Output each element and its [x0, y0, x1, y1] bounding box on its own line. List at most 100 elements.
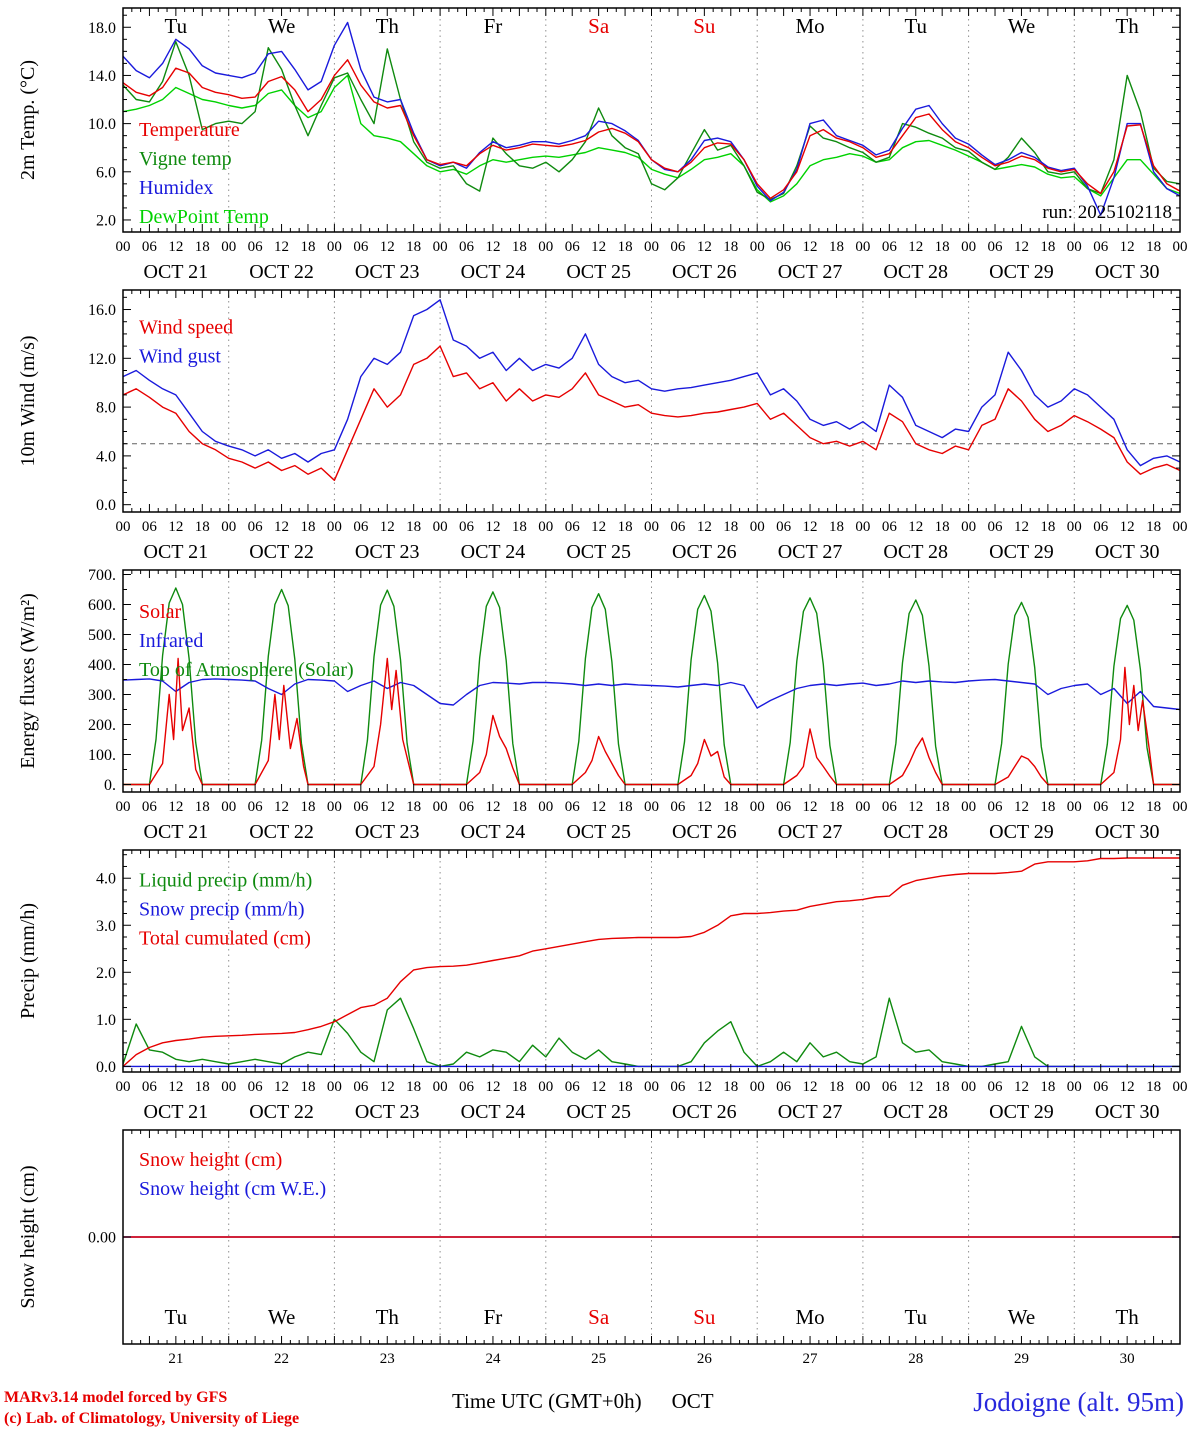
day-name-label: Th: [376, 14, 400, 38]
y-tick-label: 3.0: [96, 918, 116, 935]
date-label: OCT 30: [1095, 1101, 1160, 1123]
y-tick-label: 1.0: [96, 1012, 116, 1029]
day-name-label: Fr: [484, 14, 503, 38]
hour-tick-label: 18: [1146, 239, 1161, 255]
date-label: OCT 24: [461, 261, 526, 283]
hour-tick-label: 00: [750, 799, 765, 815]
model-credit-line2: (c) Lab. of Climatology, University of L…: [4, 1410, 300, 1428]
legend-dewpoint-temp: DewPoint Temp: [139, 206, 269, 228]
hour-tick-label: 00: [221, 239, 236, 255]
y-tick-label: 0.0: [96, 497, 116, 514]
date-label: OCT 23: [355, 821, 420, 843]
hour-tick-label: 18: [935, 799, 950, 815]
hour-tick-label: 18: [406, 799, 421, 815]
model-credit-line1: MARv3.14 model forced by GFS: [4, 1389, 228, 1407]
hour-tick-label: 12: [168, 519, 183, 535]
day-name-label: Tu: [904, 14, 927, 38]
date-label: OCT 25: [566, 541, 631, 563]
hour-tick-label: 06: [988, 239, 1004, 255]
series-total-cumulated: [123, 857, 1180, 1067]
hour-tick-label: 18: [1146, 1079, 1161, 1095]
hour-tick-label: 18: [300, 1079, 315, 1095]
time-axis-title-text: Time UTC (GMT+0h): [452, 1389, 642, 1413]
hour-tick-label: 06: [670, 1079, 686, 1095]
day-number-label: 26: [697, 1351, 713, 1367]
day-name-label: We: [1008, 14, 1035, 38]
hour-tick-label: 12: [274, 519, 289, 535]
hour-tick-label: 12: [803, 239, 818, 255]
y-tick-label: 200.: [88, 717, 116, 734]
legend-wind-gust: Wind gust: [139, 345, 221, 367]
hour-tick-label: 18: [618, 519, 633, 535]
legend-solar: Solar: [139, 601, 182, 623]
y-tick-label: 18.0: [88, 20, 116, 37]
y-tick-label: 2.0: [96, 212, 116, 229]
date-label: OCT 26: [672, 1101, 737, 1123]
series-vigne-temp: [123, 41, 1180, 201]
hour-tick-label: 06: [353, 519, 369, 535]
hour-tick-label: 06: [248, 799, 264, 815]
day-number-label: 25: [591, 1351, 606, 1367]
y-tick-label: 0.00: [88, 1230, 116, 1247]
hour-tick-label: 12: [380, 799, 395, 815]
date-label: OCT 24: [461, 821, 526, 843]
day-number-strip: 21 22 23 24 25 26 27 28 29 30: [168, 1351, 1135, 1367]
day-name-label: We: [1008, 1305, 1035, 1329]
hour-tick-label: 18: [195, 799, 210, 815]
hour-tick-label: 00: [116, 239, 131, 255]
date-label: OCT 25: [566, 1101, 631, 1123]
hour-tick-label: 12: [168, 239, 183, 255]
hour-tick-label: 00: [1067, 799, 1082, 815]
y-tick-label: 0.: [104, 777, 116, 794]
hour-tick-label: 18: [723, 519, 738, 535]
hour-tick-label: 06: [670, 239, 686, 255]
date-label: OCT 26: [672, 261, 737, 283]
hour-tick-label: 18: [618, 799, 633, 815]
hour-tick-label: 12: [908, 1079, 923, 1095]
date-label: OCT 28: [883, 541, 948, 563]
day-name-label: Sa: [588, 14, 610, 38]
hour-tick-label: 18: [935, 519, 950, 535]
hour-tick-label: 12: [1120, 1079, 1135, 1095]
hour-tick-label: 00: [855, 239, 870, 255]
y-tick-label: 4.0: [96, 871, 116, 888]
legend-vigne-temp: Vigne temp: [139, 148, 232, 170]
hour-tick-label: 00: [433, 1079, 448, 1095]
hour-tick-label: 06: [882, 239, 898, 255]
hour-tick-label: 00: [221, 799, 236, 815]
hour-tick-label: 12: [697, 799, 712, 815]
hour-tick-label: 00: [327, 239, 342, 255]
day-number-label: 30: [1120, 1351, 1135, 1367]
day-number-label: 27: [803, 1351, 819, 1367]
hour-tick-label: 00: [961, 239, 976, 255]
legend-snow-precip-mm-h: Snow precip (mm/h): [139, 899, 305, 921]
legend-infrared: Infrared: [139, 630, 203, 652]
day-name-label: Tu: [165, 14, 188, 38]
hour-tick-label: 06: [776, 1079, 792, 1095]
hour-tick-label: 18: [618, 239, 633, 255]
hour-tick-label: 12: [485, 799, 500, 815]
figure-footer: MARv3.14 model forced by GFS (c) Lab. of…: [0, 1372, 1194, 1432]
day-number-label: 23: [380, 1351, 395, 1367]
snow-height-panel-chart: 0.00 Snow height (cm) Snow height (cm) Snow…: [17, 1129, 1181, 1345]
hour-tick-label: 12: [380, 239, 395, 255]
y-axis-title: 2m Temp. (°C): [17, 60, 39, 180]
date-label: OCT 26: [672, 541, 737, 563]
hour-tick-label: 06: [1093, 239, 1109, 255]
hour-tick-label: 12: [485, 519, 500, 535]
date-label: OCT 29: [989, 541, 1054, 563]
hour-tick-label: 12: [485, 239, 500, 255]
hour-tick-label: 00: [327, 519, 342, 535]
hour-tick-label: 06: [565, 519, 581, 535]
date-label: OCT 26: [672, 821, 737, 843]
hour-tick-label: 00: [961, 519, 976, 535]
hour-tick-label: 18: [406, 1079, 421, 1095]
hour-tick-label: 00: [750, 519, 765, 535]
day-number-label: 24: [485, 1351, 501, 1367]
date-label: OCT 29: [989, 261, 1054, 283]
time-axis-month-label: OCT: [671, 1389, 714, 1413]
legend-temperature: Temperature: [139, 119, 240, 141]
date-label: OCT 23: [355, 541, 420, 563]
hour-tick-label: 06: [776, 799, 792, 815]
hour-tick-label: 18: [935, 239, 950, 255]
